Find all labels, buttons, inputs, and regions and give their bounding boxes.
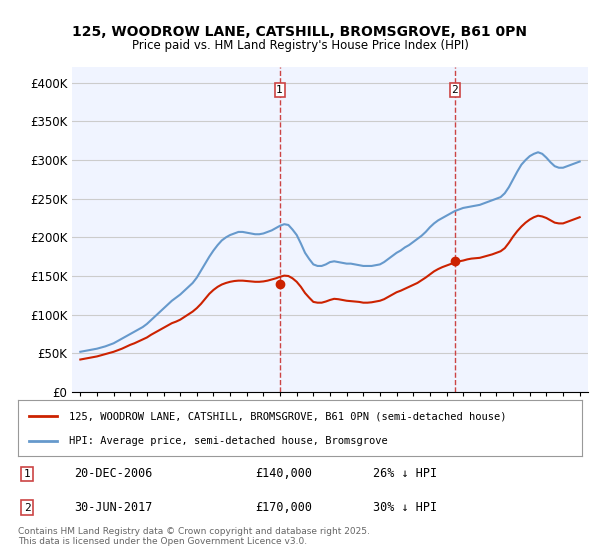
Text: 26% ↓ HPI: 26% ↓ HPI [373,468,437,480]
Text: 125, WOODROW LANE, CATSHILL, BROMSGROVE, B61 0PN: 125, WOODROW LANE, CATSHILL, BROMSGROVE,… [73,25,527,39]
Text: £170,000: £170,000 [255,501,312,514]
Text: Price paid vs. HM Land Registry's House Price Index (HPI): Price paid vs. HM Land Registry's House … [131,39,469,52]
Text: 20-DEC-2006: 20-DEC-2006 [74,468,153,480]
Text: HPI: Average price, semi-detached house, Bromsgrove: HPI: Average price, semi-detached house,… [69,436,388,446]
Text: Contains HM Land Registry data © Crown copyright and database right 2025.
This d: Contains HM Land Registry data © Crown c… [18,526,370,546]
Text: £140,000: £140,000 [255,468,312,480]
Text: 2: 2 [23,502,31,512]
Text: 125, WOODROW LANE, CATSHILL, BROMSGROVE, B61 0PN (semi-detached house): 125, WOODROW LANE, CATSHILL, BROMSGROVE,… [69,411,506,421]
Text: 1: 1 [276,85,283,95]
Text: 30% ↓ HPI: 30% ↓ HPI [373,501,437,514]
Text: 1: 1 [23,469,31,479]
Text: 30-JUN-2017: 30-JUN-2017 [74,501,153,514]
Text: 2: 2 [451,85,458,95]
